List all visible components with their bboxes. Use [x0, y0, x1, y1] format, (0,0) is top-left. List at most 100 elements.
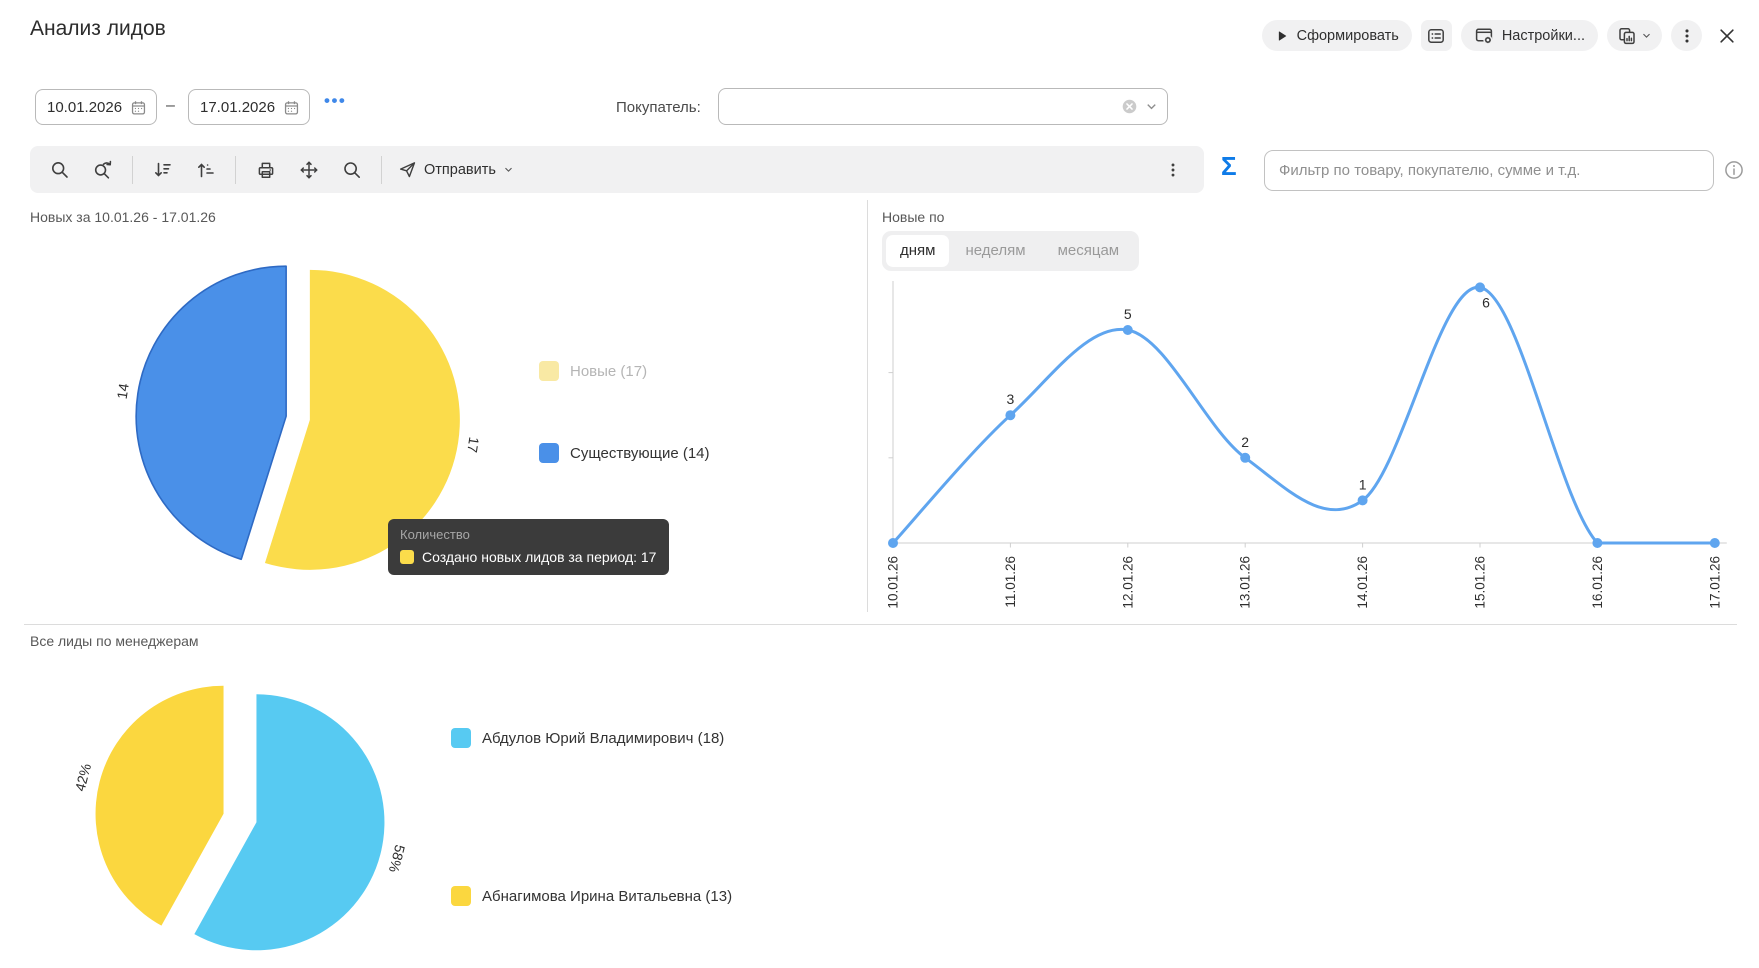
date-to-field[interactable]: 17.01.2026: [188, 89, 310, 125]
tooltip-text: Создано новых лидов за период: 17: [422, 549, 657, 565]
legend-item[interactable]: Существующие (14): [539, 443, 710, 463]
date-from-field[interactable]: 10.01.2026: [35, 89, 157, 125]
totals-sigma-button[interactable]: Σ: [1221, 151, 1237, 181]
data-point-16.01.26[interactable]: [1592, 538, 1603, 548]
pie-slice-0[interactable]: [194, 694, 385, 951]
legend-swatch: [539, 443, 559, 463]
buyer-label: Покупатель:: [616, 99, 701, 116]
tab-months[interactable]: месяцам: [1057, 242, 1120, 259]
toolbar-more-button[interactable]: [1154, 151, 1191, 188]
calendar-icon[interactable]: [283, 99, 300, 116]
search-button[interactable]: [41, 151, 78, 188]
kebab-icon: [1684, 28, 1689, 43]
generate-label: Сформировать: [1296, 27, 1399, 44]
data-point-15.01.26[interactable]: [1475, 282, 1485, 293]
x-axis-label: 16.01.26: [1590, 556, 1605, 609]
legend-item[interactable]: Абнагимова Ирина Витальевна (13): [451, 886, 732, 906]
x-axis-label: 10.01.26: [886, 556, 901, 609]
data-point-14.01.26[interactable]: [1357, 495, 1368, 506]
period-tabs: дням неделям месяцам: [882, 231, 1140, 271]
tab-days[interactable]: дням: [886, 235, 950, 267]
new-by-panel-title: Новые по: [882, 209, 945, 225]
date-from-value: 10.01.2026: [47, 98, 123, 116]
date-period-more-button[interactable]: •••: [324, 91, 347, 110]
move-button[interactable]: [290, 151, 327, 188]
date-range-dash: –: [166, 97, 175, 114]
sort-desc-icon: [154, 162, 171, 177]
point-value-label: 6: [1482, 294, 1490, 310]
magnifier-icon: [343, 161, 360, 178]
report-structure-button[interactable]: [1420, 20, 1452, 51]
quick-filter-input[interactable]: [1264, 150, 1714, 191]
chevron-down-icon: [504, 167, 512, 172]
new-leads-panel-title: Новых за 10.01.26 - 17.01.26: [30, 209, 216, 225]
calendar-icon[interactable]: [130, 99, 147, 116]
managers-pie-chart[interactable]: 58% 42%: [40, 655, 460, 968]
pie-data-label: 17: [464, 436, 482, 454]
horizontal-divider: [24, 624, 1737, 625]
new-by-day-line-chart[interactable]: 10.01.26 3 11.01.26 5 12.01.26 2 13.01.26 1 14.0…: [880, 275, 1750, 620]
data-point-10.01.26[interactable]: [888, 538, 898, 548]
x-axis-label: 17.01.26: [1707, 556, 1722, 609]
tooltip-header: Количество: [400, 527, 470, 542]
legend-label: Абнагимова Ирина Витальевна (13): [482, 887, 733, 905]
settings-window-icon: [1475, 27, 1493, 45]
data-point-12.01.26[interactable]: [1122, 325, 1133, 335]
pie-slice-0[interactable]: [264, 269, 460, 570]
legend-swatch: [539, 361, 559, 381]
data-point-13.01.26[interactable]: [1240, 452, 1251, 463]
chevron-down-icon[interactable]: [1144, 99, 1159, 114]
x-axis-label: 14.01.26: [1355, 556, 1370, 609]
close-button[interactable]: [1711, 20, 1743, 51]
legend-label: Новые (17): [570, 362, 648, 380]
legend-label: Абдулов Юрий Владимирович (18): [482, 729, 725, 747]
legend-swatch: [451, 886, 471, 906]
send-label: Отправить: [424, 161, 496, 178]
legend-item[interactable]: Новые (17): [539, 361, 710, 381]
page-title: Анализ лидов: [30, 17, 166, 40]
search-next-icon: [94, 160, 111, 179]
x-axis-label: 13.01.26: [1238, 556, 1253, 609]
print-button[interactable]: [247, 151, 284, 188]
point-value-label: 2: [1241, 434, 1249, 450]
data-point-11.01.26[interactable]: [1005, 410, 1016, 421]
pie-slice-1[interactable]: [135, 265, 287, 561]
new-leads-legend: Новые (17) Существующие (14): [539, 361, 710, 463]
buyer-field[interactable]: [718, 88, 1168, 125]
settings-button[interactable]: Настройки...: [1460, 20, 1598, 51]
form-list-icon: [1428, 28, 1445, 43]
send-button[interactable]: Отправить: [390, 160, 522, 179]
legend-swatch: [451, 728, 471, 748]
x-axis-label: 12.01.26: [1120, 556, 1135, 609]
clear-icon[interactable]: [1121, 98, 1138, 115]
toolbar-separator: [235, 155, 236, 184]
more-actions-button[interactable]: [1671, 20, 1702, 51]
sort-asc-button[interactable]: [187, 151, 224, 188]
zoom-button[interactable]: [333, 151, 370, 188]
report-toolbar: Отправить: [30, 146, 1204, 193]
x-axis-label: 15.01.26: [1473, 556, 1488, 609]
close-icon: [1720, 28, 1734, 43]
legend-item[interactable]: Абдулов Юрий Владимирович (18): [451, 728, 732, 748]
kebab-icon: [1171, 163, 1174, 176]
point-value-label: 1: [1359, 476, 1367, 492]
report-variants-button[interactable]: [1607, 20, 1662, 51]
toolbar-separator: [132, 155, 133, 184]
search-icon: [51, 161, 68, 178]
settings-label: Настройки...: [1501, 27, 1585, 44]
vertical-divider: [867, 200, 868, 612]
pie-data-label: 42%: [72, 762, 95, 793]
sort-desc-button[interactable]: [144, 151, 181, 188]
tab-weeks[interactable]: неделям: [965, 242, 1026, 259]
tooltip-swatch: [400, 550, 414, 564]
search-next-button[interactable]: [84, 151, 121, 188]
chevron-down-icon: [1643, 33, 1650, 38]
play-icon: [1278, 30, 1286, 41]
pie-slice-1[interactable]: [95, 685, 224, 926]
info-icon[interactable]: [1724, 160, 1744, 180]
print-icon: [258, 162, 273, 178]
data-point-17.01.26[interactable]: [1709, 538, 1720, 548]
generate-button[interactable]: Сформировать: [1261, 20, 1412, 51]
buyer-input[interactable]: [729, 97, 1121, 116]
